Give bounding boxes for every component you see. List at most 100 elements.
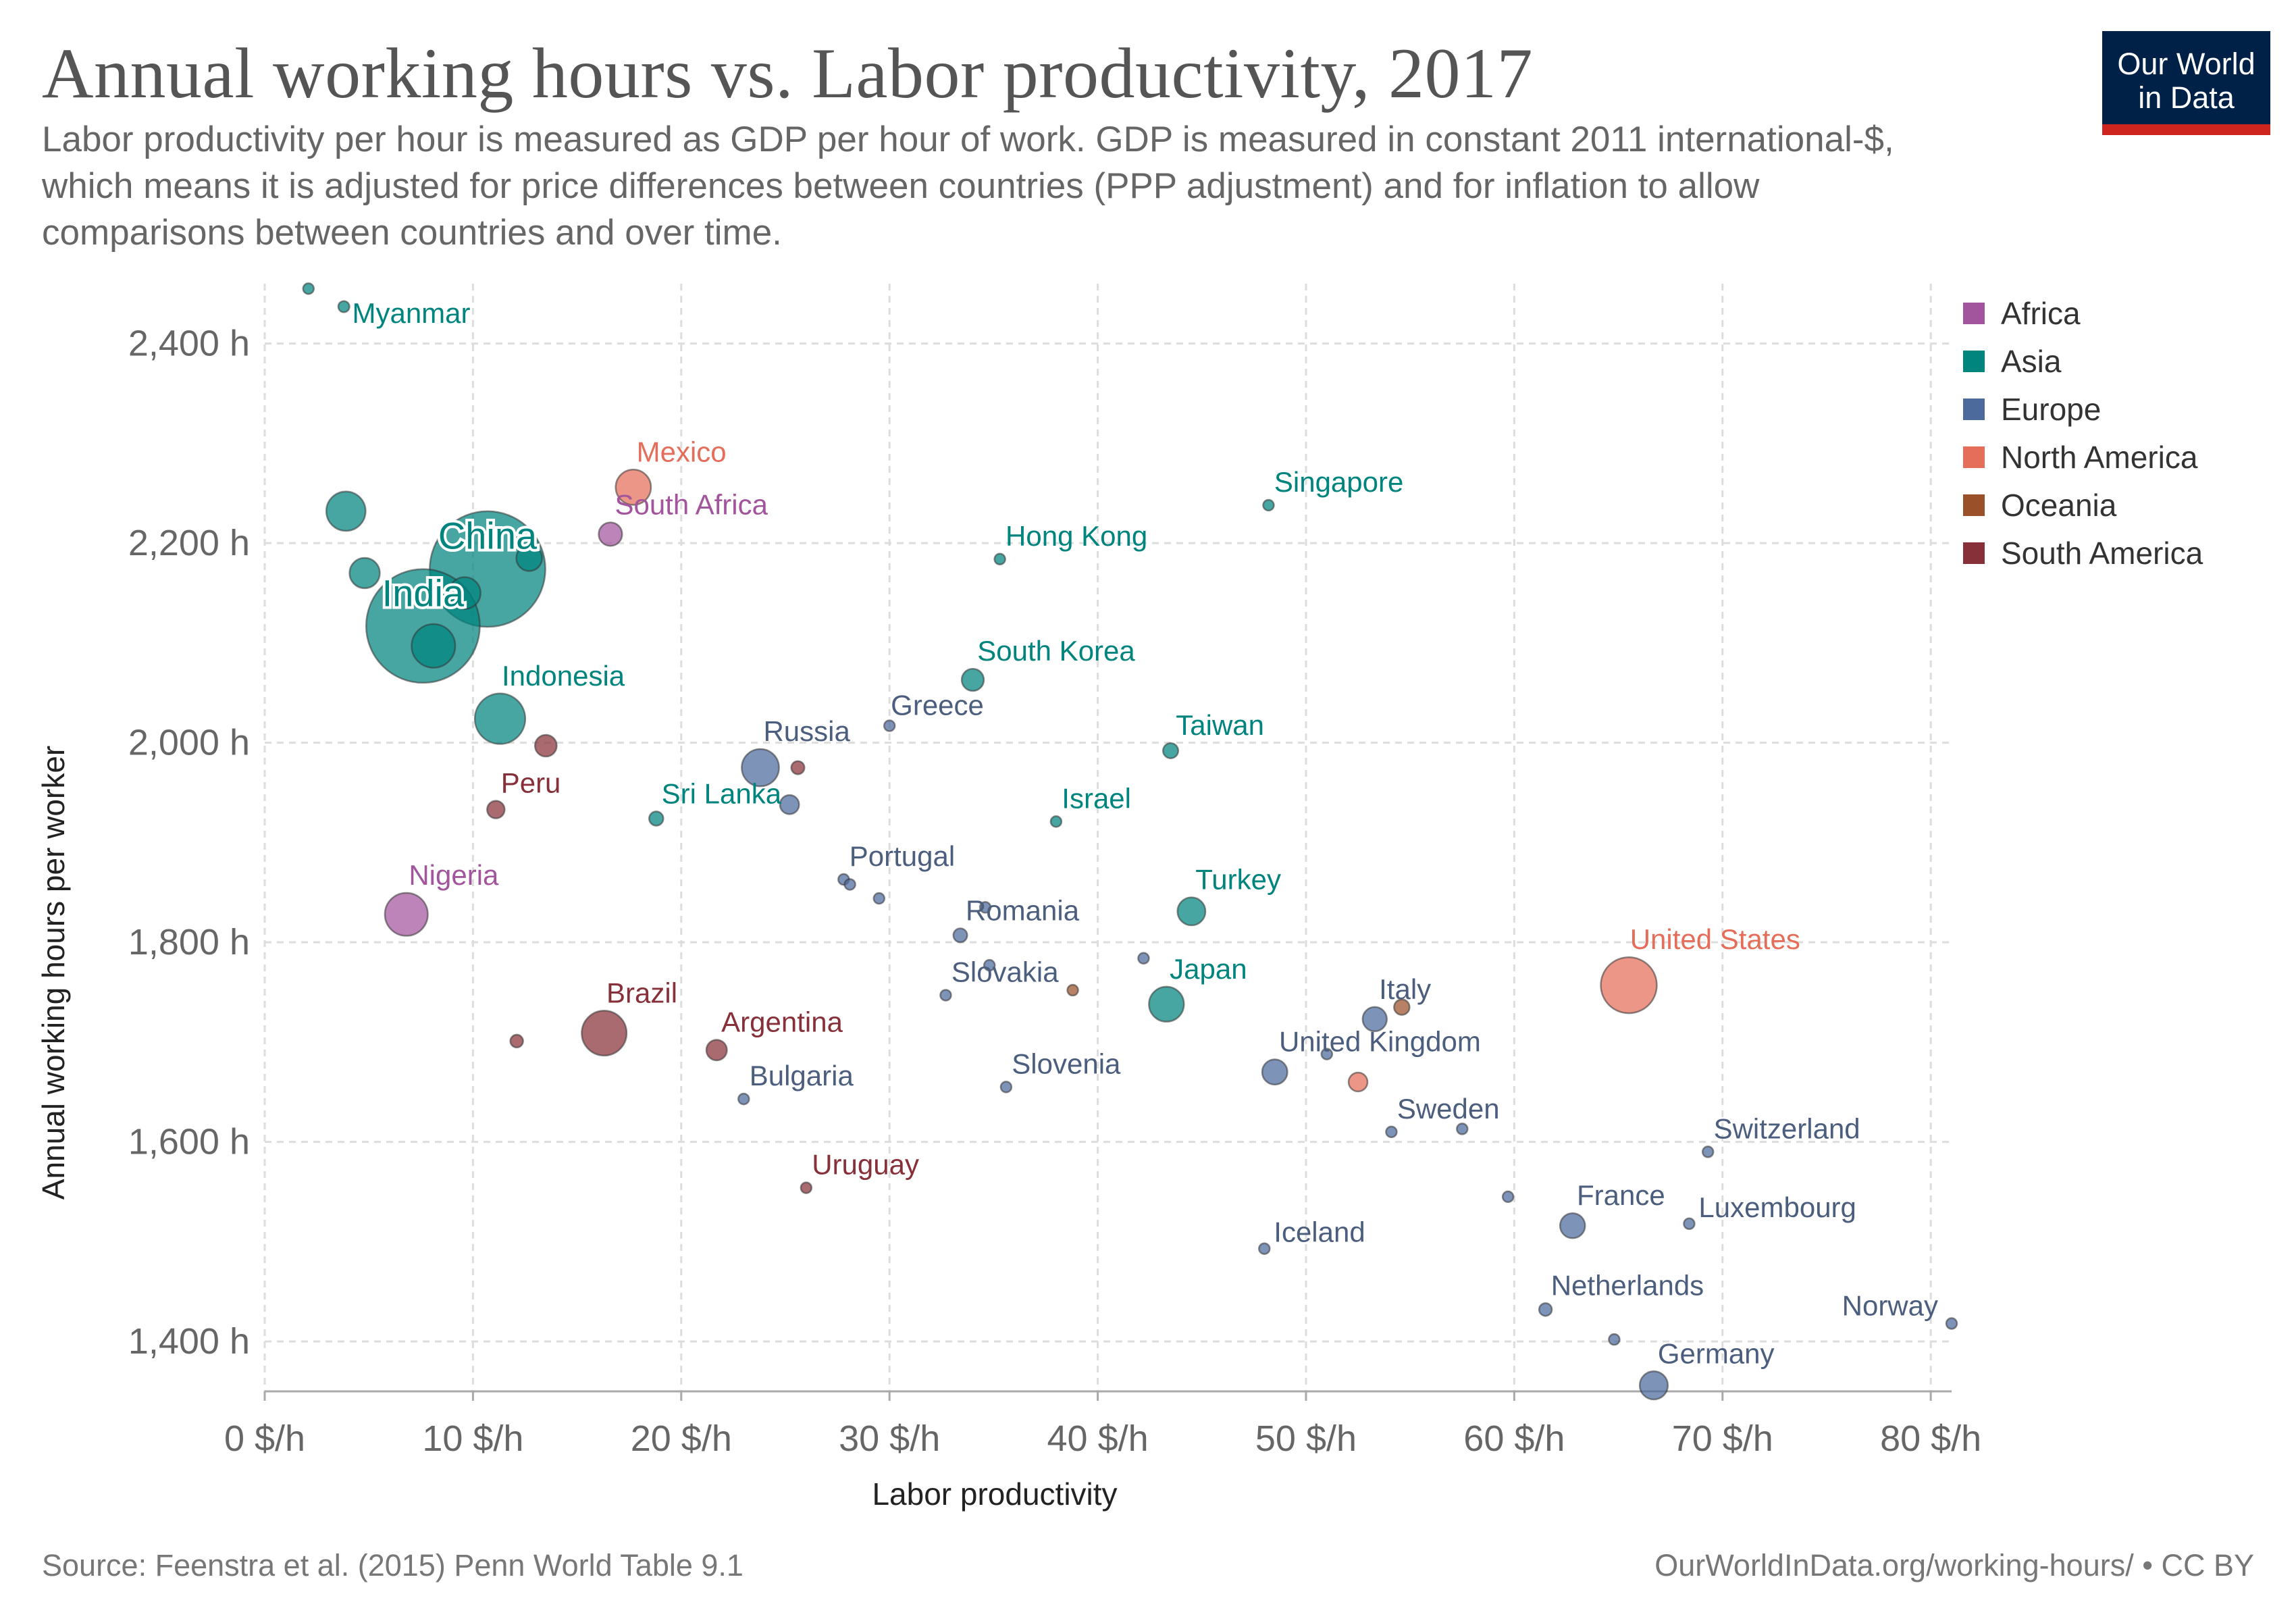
legend-label: Asia bbox=[2001, 343, 2062, 379]
point-new-zealand[interactable]: New Zealand bbox=[1066, 983, 1079, 997]
label-sri-lanka: Sri Lanka bbox=[662, 777, 782, 809]
x-tick-label: 50 $/h bbox=[1255, 1418, 1357, 1459]
point-indonesia[interactable]: Indonesia bbox=[473, 692, 527, 745]
point-peru[interactable]: Peru bbox=[486, 800, 506, 819]
point-greece[interactable]: Greece bbox=[883, 719, 896, 732]
point-poland[interactable]: Poland bbox=[779, 794, 800, 815]
label-brazil: Brazil bbox=[606, 977, 677, 1008]
y-tick-label: 1,800 h bbox=[128, 922, 250, 962]
point-bulgaria[interactable]: Bulgaria bbox=[737, 1092, 750, 1106]
legend-item-oceania[interactable]: Oceania bbox=[1963, 481, 2203, 529]
y-tick-label: 2,000 h bbox=[128, 723, 250, 763]
point-united-states[interactable]: United States bbox=[1600, 956, 1658, 1014]
legend-label: South America bbox=[2001, 535, 2203, 571]
point-brazil[interactable]: Brazil bbox=[581, 1010, 628, 1057]
x-tick-label: 30 $/h bbox=[839, 1418, 940, 1459]
label-japan: Japan bbox=[1170, 953, 1247, 985]
label-slovakia: Slovakia bbox=[951, 956, 1059, 987]
point-cambodia[interactable]: Cambodia bbox=[302, 282, 315, 295]
point-singapore[interactable]: Singapore bbox=[1262, 498, 1275, 512]
source-note: Source: Feenstra et al. (2015) Penn Worl… bbox=[42, 1548, 743, 1583]
label-united-states: United States bbox=[1630, 923, 1800, 955]
x-tick-label: 40 $/h bbox=[1047, 1418, 1149, 1459]
legend-label: Oceania bbox=[2001, 487, 2117, 523]
legend-item-north-america[interactable]: North America bbox=[1963, 433, 2203, 481]
x-axis-label: Labor productivity bbox=[872, 1476, 1117, 1512]
point-iceland[interactable]: Iceland bbox=[1258, 1242, 1271, 1255]
point-bangladesh[interactable]: Bangladesh bbox=[325, 490, 367, 532]
point-australia[interactable]: Australia bbox=[1393, 998, 1411, 1016]
point-slovenia[interactable]: Slovenia bbox=[999, 1081, 1013, 1093]
point-pakistan[interactable]: Pakistan bbox=[411, 623, 456, 669]
point-nigeria[interactable]: Nigeria bbox=[384, 892, 429, 937]
label-india: India bbox=[382, 571, 465, 614]
point-sweden[interactable]: Sweden bbox=[1385, 1125, 1398, 1139]
point-taiwan[interactable]: Taiwan bbox=[1162, 742, 1180, 759]
legend-item-europe[interactable]: Europe bbox=[1963, 385, 2203, 433]
legend-item-asia[interactable]: Asia bbox=[1963, 337, 2203, 385]
legend-item-africa[interactable]: Africa bbox=[1963, 289, 2203, 337]
point-vietnam[interactable]: Vietnam bbox=[348, 557, 381, 590]
label-italy: Italy bbox=[1379, 973, 1431, 1005]
legend-swatch bbox=[1963, 398, 1985, 420]
point-turkey[interactable]: Turkey bbox=[1176, 896, 1207, 927]
point-myanmar[interactable]: Myanmar bbox=[337, 300, 350, 313]
point-finland[interactable]: Finland bbox=[1320, 1048, 1334, 1060]
point-estonia[interactable]: Estonia bbox=[983, 958, 996, 972]
point-russia[interactable]: Russia bbox=[741, 748, 780, 788]
label-argentina: Argentina bbox=[721, 1006, 843, 1037]
label-romania: Romania bbox=[966, 895, 1080, 927]
point-hungary[interactable]: Hungary bbox=[843, 878, 856, 891]
point-romania[interactable]: Romania bbox=[952, 927, 968, 944]
point-japan[interactable]: Japan bbox=[1148, 985, 1185, 1023]
legend-swatch bbox=[1963, 542, 1985, 564]
point-israel[interactable]: Israel bbox=[1049, 815, 1063, 828]
point-norway[interactable]: Norway bbox=[1945, 1317, 1958, 1330]
point-sri-lanka[interactable]: Sri Lanka bbox=[648, 810, 664, 827]
label-nigeria: Nigeria bbox=[409, 859, 499, 891]
point-mexico[interactable]: Mexico bbox=[615, 469, 652, 506]
legend-swatch bbox=[1963, 302, 1985, 324]
point-uruguay[interactable]: Uruguay bbox=[800, 1181, 813, 1194]
point-croatia[interactable]: Croatia bbox=[872, 892, 886, 905]
legend-item-south-america[interactable]: South America bbox=[1963, 529, 2203, 577]
point-switzerland[interactable]: Switzerland bbox=[1701, 1146, 1715, 1158]
point-argentina[interactable]: Argentina bbox=[705, 1039, 728, 1062]
point-germany[interactable]: Germany bbox=[1638, 1370, 1669, 1401]
point-france[interactable]: France bbox=[1559, 1212, 1586, 1239]
legend-swatch bbox=[1963, 494, 1985, 516]
point-belgium[interactable]: Belgium bbox=[1501, 1190, 1515, 1204]
label-myanmar: Myanmar bbox=[352, 297, 470, 329]
point-slovakia[interactable]: Slovakia bbox=[939, 989, 952, 1002]
grid-lines bbox=[263, 284, 1952, 1391]
point-philippines[interactable]: Philippines bbox=[448, 576, 481, 610]
point-canada[interactable]: Canada bbox=[1347, 1071, 1369, 1093]
label-united-kingdom: United Kingdom bbox=[1279, 1026, 1481, 1058]
point-latvia[interactable]: Latvia bbox=[979, 901, 992, 914]
point-hong-kong[interactable]: Hong Kong bbox=[993, 552, 1006, 566]
point-denmark[interactable]: Denmark bbox=[1608, 1333, 1621, 1346]
owid-logo[interactable]: Our World in Data bbox=[2102, 31, 2270, 135]
point-luxembourg[interactable]: Luxembourg bbox=[1683, 1217, 1696, 1231]
point-italy[interactable]: Italy bbox=[1361, 1006, 1388, 1033]
label-bulgaria: Bulgaria bbox=[750, 1060, 854, 1091]
point-united-kingdom[interactable]: United Kingdom bbox=[1261, 1058, 1288, 1086]
point-lithuania[interactable]: Lithuania bbox=[1137, 952, 1150, 965]
logo-line-1: Our World bbox=[2117, 47, 2255, 81]
point-netherlands[interactable]: Netherlands bbox=[1538, 1302, 1553, 1317]
point-chile[interactable]: Chile bbox=[790, 760, 806, 775]
point-south-korea[interactable]: South Korea bbox=[960, 667, 985, 692]
point-thailand[interactable]: Thailand bbox=[515, 544, 544, 572]
logo-line-2: in Data bbox=[2138, 80, 2235, 115]
point-south-africa[interactable]: South Africa bbox=[598, 521, 623, 547]
point-austria[interactable]: Austria bbox=[1456, 1123, 1469, 1135]
label-taiwan: Taiwan bbox=[1176, 709, 1264, 741]
license-link[interactable]: OurWorldInData.org/working-hours/ • CC B… bbox=[1654, 1548, 2254, 1583]
label-iceland: Iceland bbox=[1274, 1216, 1365, 1248]
point-colombia[interactable]: Colombia bbox=[533, 734, 558, 758]
label-singapore: Singapore bbox=[1274, 466, 1403, 498]
label-uruguay: Uruguay bbox=[812, 1149, 919, 1181]
point-ecuador[interactable]: Ecuador bbox=[509, 1033, 524, 1049]
label-greece: Greece bbox=[891, 690, 984, 721]
